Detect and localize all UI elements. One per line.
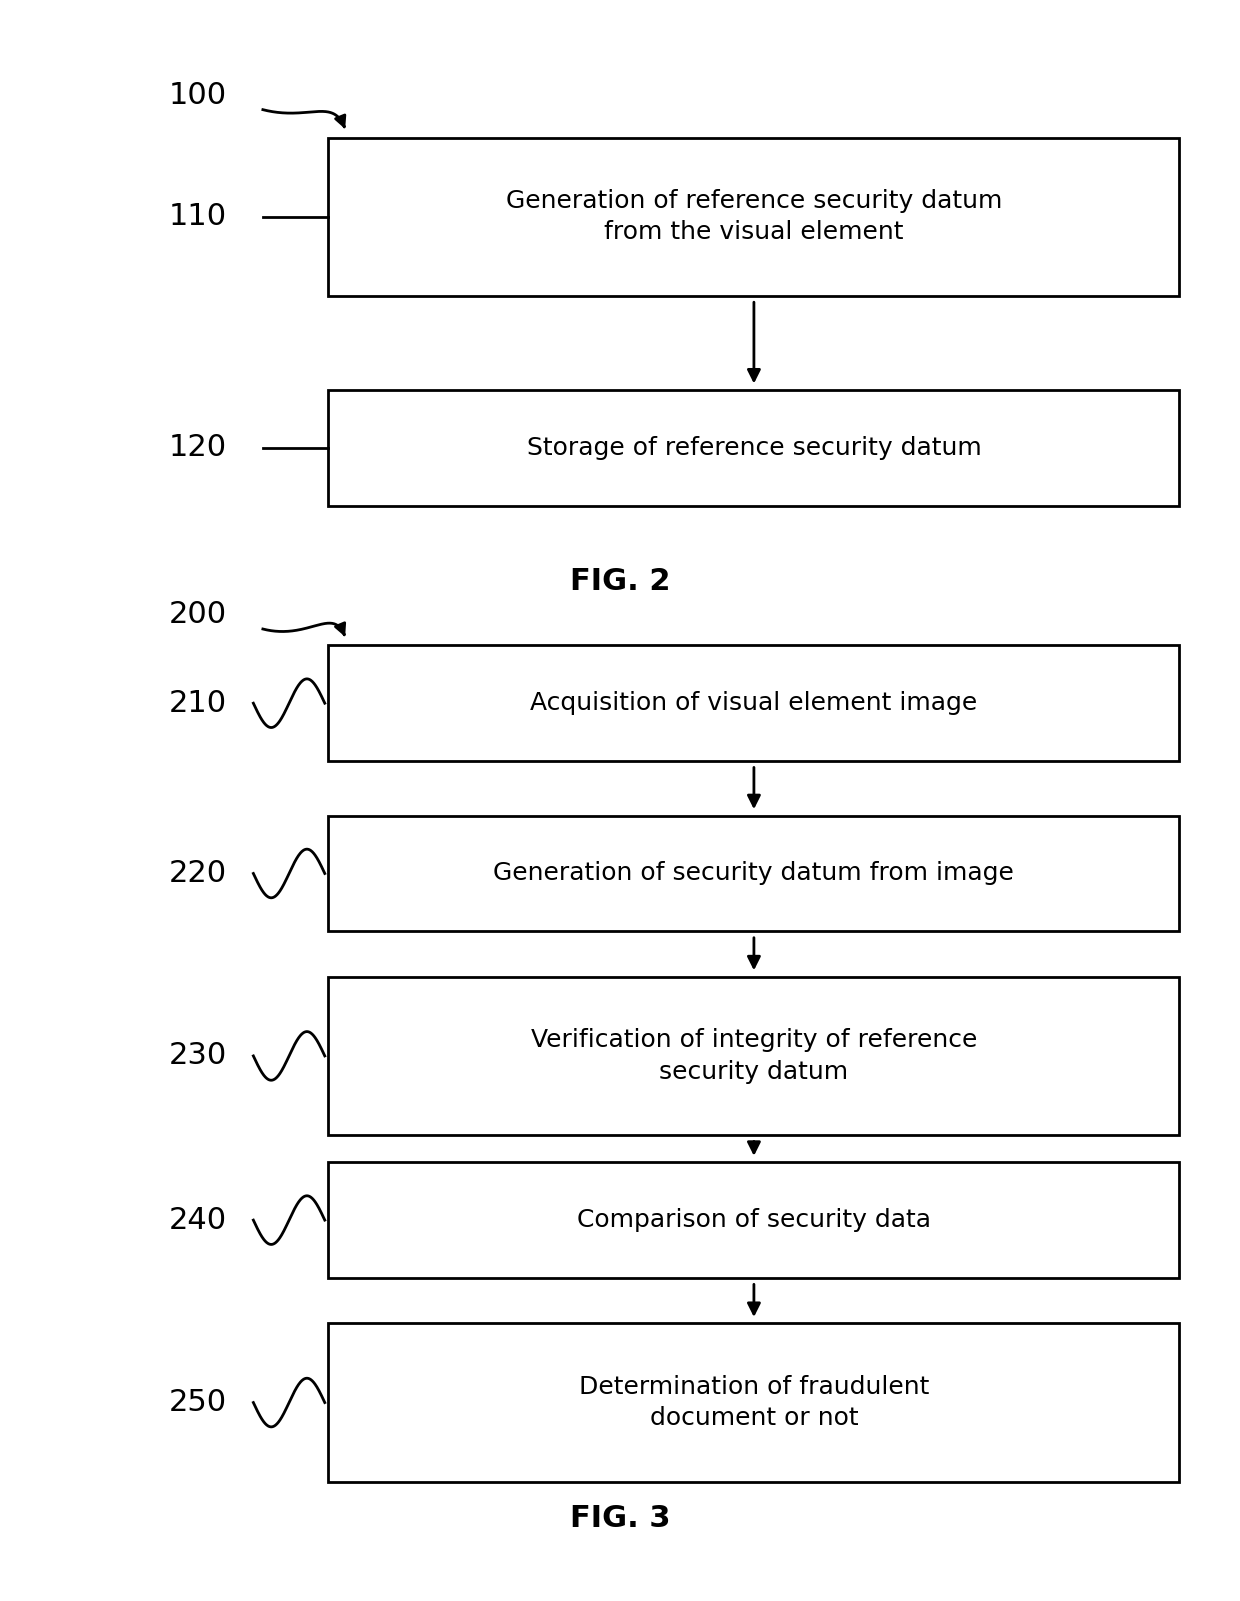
Text: 200: 200 <box>169 600 227 629</box>
Text: Storage of reference security datum: Storage of reference security datum <box>527 435 981 459</box>
Text: 100: 100 <box>169 80 227 109</box>
FancyBboxPatch shape <box>329 1162 1179 1278</box>
Text: Generation of reference security datum
from the visual element: Generation of reference security datum f… <box>506 189 1002 245</box>
Text: Comparison of security data: Comparison of security data <box>577 1209 931 1233</box>
Text: Determination of fraudulent
document or not: Determination of fraudulent document or … <box>579 1375 929 1430</box>
FancyBboxPatch shape <box>329 1324 1179 1481</box>
Text: FIG. 2: FIG. 2 <box>569 567 671 596</box>
Text: 120: 120 <box>169 434 227 463</box>
FancyBboxPatch shape <box>329 977 1179 1135</box>
FancyBboxPatch shape <box>329 138 1179 296</box>
Text: FIG. 3: FIG. 3 <box>569 1503 671 1532</box>
Text: 220: 220 <box>169 860 227 889</box>
Text: 110: 110 <box>169 202 227 231</box>
Text: 210: 210 <box>169 688 227 717</box>
FancyBboxPatch shape <box>329 815 1179 932</box>
Text: 250: 250 <box>169 1388 227 1417</box>
FancyBboxPatch shape <box>329 645 1179 760</box>
FancyBboxPatch shape <box>329 391 1179 506</box>
Text: 230: 230 <box>169 1041 227 1071</box>
Text: 240: 240 <box>169 1206 227 1234</box>
Text: Acquisition of visual element image: Acquisition of visual element image <box>531 692 977 716</box>
Text: Generation of security datum from image: Generation of security datum from image <box>494 861 1014 885</box>
Text: Verification of integrity of reference
security datum: Verification of integrity of reference s… <box>531 1028 977 1084</box>
